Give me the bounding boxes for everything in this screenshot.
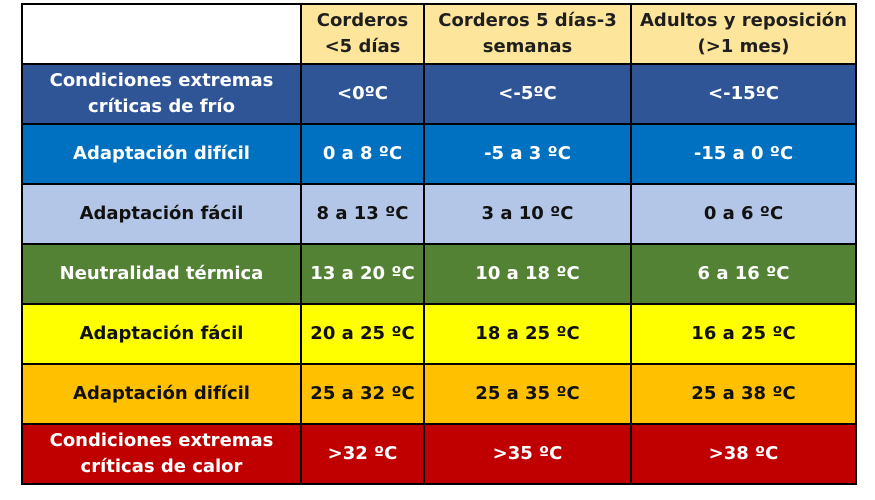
cell-value: 25 a 38 ºC [630, 363, 857, 425]
cell-value: 20 a 25 ºC [300, 303, 425, 365]
cell-value: <-15ºC [630, 63, 857, 125]
header-line: Corderos [316, 10, 409, 31]
cell-value: -5 a 3 ºC [423, 123, 632, 185]
header-line: Adultos y reposición [640, 10, 847, 31]
cell-value: 6 a 16 ºC [630, 243, 857, 305]
header-adultos: Adultos y reposición (>1 mes) [630, 3, 857, 65]
cell-value: 25 a 32 ºC [300, 363, 425, 425]
row-label: Adaptación fácil [21, 183, 302, 245]
cell-value: 18 a 25 ºC [423, 303, 632, 365]
row-label: Adaptación difícil [21, 363, 302, 425]
row-label: Condiciones extremas críticas de frío [21, 63, 302, 125]
cell-value: 0 a 8 ºC [300, 123, 425, 185]
header-line: <5 días [324, 36, 401, 57]
cell-value: >35 ºC [423, 423, 632, 485]
cell-value: 10 a 18 ºC [423, 243, 632, 305]
cell-value: 13 a 20 ºC [300, 243, 425, 305]
header-empty-cell [21, 3, 302, 65]
row-label: Condiciones extremas críticas de calor [21, 423, 302, 485]
header-corderos-5d-3s: Corderos 5 días-3 semanas [423, 3, 632, 65]
cell-value: >38 ºC [630, 423, 857, 485]
cell-value: 8 a 13 ºC [300, 183, 425, 245]
header-line: Corderos 5 días-3 [438, 10, 617, 31]
row-label-line: Condiciones extremas [49, 430, 274, 451]
row-label-line: Condiciones extremas [49, 70, 274, 91]
temperature-table-wrapper: Corderos <5 días Corderos 5 días-3 seman… [21, 3, 857, 485]
table-row-easy-heat: Adaptación fácil 20 a 25 ºC 18 a 25 ºC 1… [21, 303, 857, 365]
table-row-extreme-cold: Condiciones extremas críticas de frío <0… [21, 63, 857, 125]
row-label-line: críticas de frío [88, 96, 235, 117]
row-label-line: críticas de calor [80, 456, 243, 477]
table-row-easy-cold: Adaptación fácil 8 a 13 ºC 3 a 10 ºC 0 a… [21, 183, 857, 245]
table-row-difficult-heat: Adaptación difícil 25 a 32 ºC 25 a 35 ºC… [21, 363, 857, 425]
row-label: Neutralidad térmica [21, 243, 302, 305]
header-line: semanas [482, 36, 573, 57]
table-row-thermal-neutrality: Neutralidad térmica 13 a 20 ºC 10 a 18 º… [21, 243, 857, 305]
cell-value: >32 ºC [300, 423, 425, 485]
cell-value: 0 a 6 ºC [630, 183, 857, 245]
row-label: Adaptación fácil [21, 303, 302, 365]
row-label: Adaptación difícil [21, 123, 302, 185]
cell-value: <0ºC [300, 63, 425, 125]
table-row-difficult-cold: Adaptación difícil 0 a 8 ºC -5 a 3 ºC -1… [21, 123, 857, 185]
cell-value: 16 a 25 ºC [630, 303, 857, 365]
cell-value: 3 a 10 ºC [423, 183, 632, 245]
header-row: Corderos <5 días Corderos 5 días-3 seman… [21, 3, 857, 65]
cell-value: 25 a 35 ºC [423, 363, 632, 425]
temperature-table: Corderos <5 días Corderos 5 días-3 seman… [21, 3, 857, 485]
header-corderos-lt5: Corderos <5 días [300, 3, 425, 65]
cell-value: -15 a 0 ºC [630, 123, 857, 185]
cell-value: <-5ºC [423, 63, 632, 125]
header-line: (>1 mes) [697, 36, 790, 57]
table-row-extreme-heat: Condiciones extremas críticas de calor >… [21, 423, 857, 485]
